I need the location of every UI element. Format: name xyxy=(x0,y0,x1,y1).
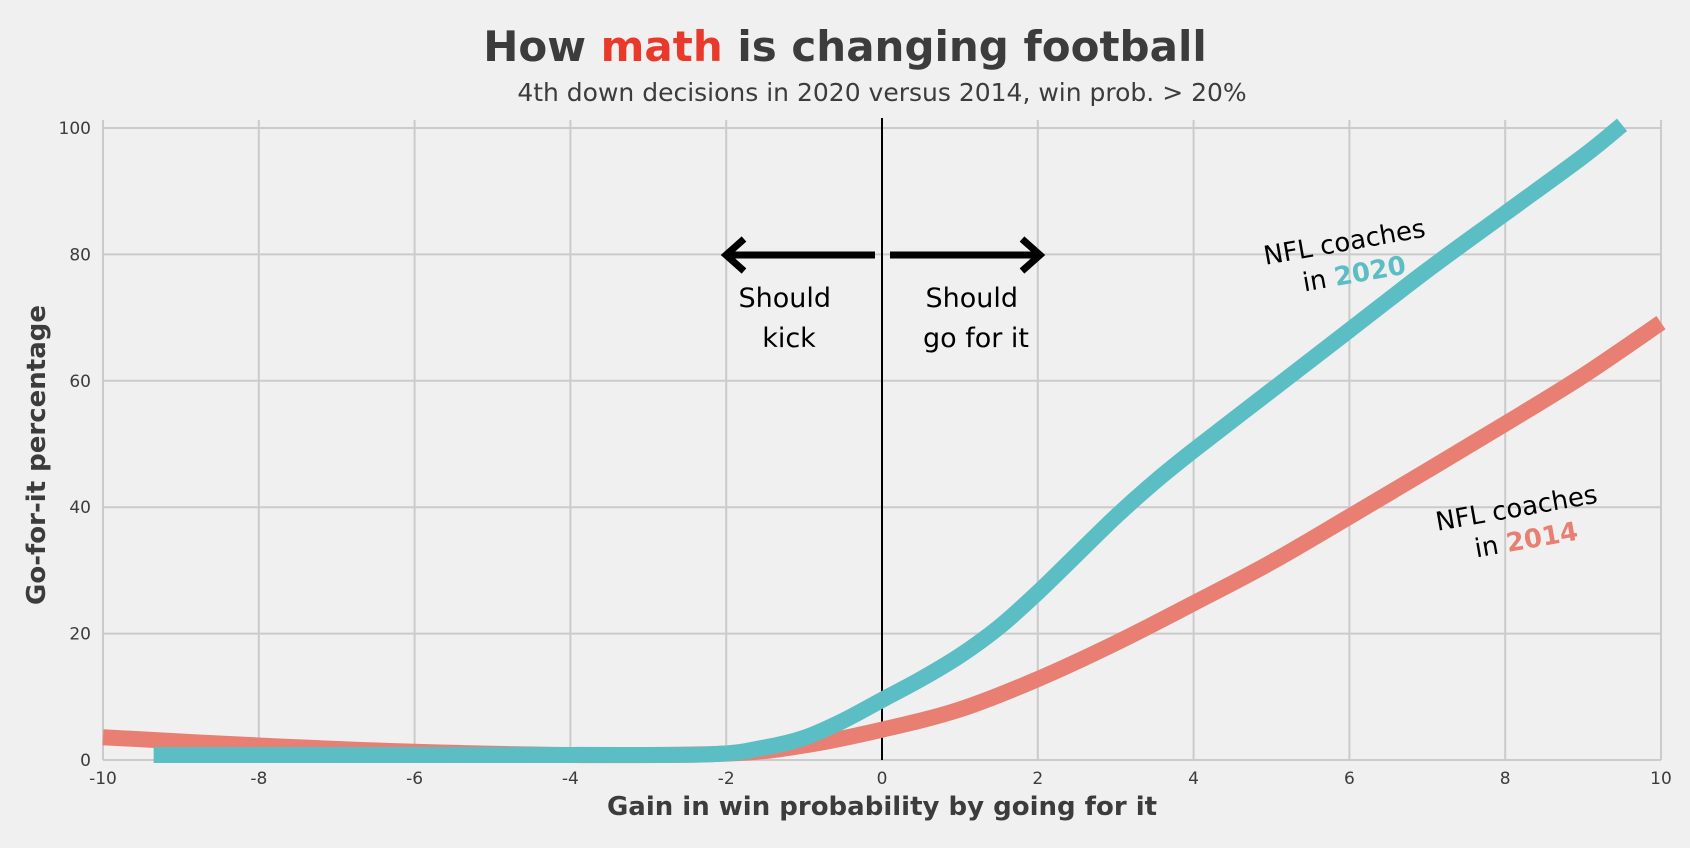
go-arrow xyxy=(890,236,1046,274)
should-kick-annotation: Should kick xyxy=(738,283,839,354)
should-go-annotation: Should go for it xyxy=(923,283,1029,354)
y-tick-label: 60 xyxy=(69,372,91,392)
x-tick-label: -4 xyxy=(562,769,579,789)
y-tick-label: 80 xyxy=(69,245,91,265)
label-2020-in: in xyxy=(1300,263,1337,298)
title-highlight: math xyxy=(601,22,723,71)
x-tick-label: -8 xyxy=(250,769,267,789)
x-tick-label: 6 xyxy=(1344,769,1355,789)
label-2014-in: in xyxy=(1472,529,1509,564)
x-tick-label: -2 xyxy=(718,769,735,789)
y-tick-label: 40 xyxy=(69,498,91,518)
kick-arrow xyxy=(720,236,875,274)
x-tick-label: 2 xyxy=(1032,769,1043,789)
x-tick-label: -10 xyxy=(89,769,117,789)
title-suffix: is changing football xyxy=(723,22,1207,71)
x-tick-label: 0 xyxy=(877,769,888,789)
y-axis-label: Go-for-it percentage xyxy=(22,305,52,605)
x-tick-label: 8 xyxy=(1500,769,1511,789)
x-tick-label: 10 xyxy=(1650,769,1672,789)
series-lines xyxy=(102,118,1666,764)
should-kick-line1: Should xyxy=(738,283,831,314)
y-tick-label: 20 xyxy=(69,625,91,645)
y-tick-label: 0 xyxy=(80,751,91,771)
x-axis-label: Gain in win probability by going for it xyxy=(607,792,1157,822)
y-tick-label: 100 xyxy=(59,119,91,139)
should-go-line1: Should xyxy=(925,283,1018,314)
should-go-line2: go for it xyxy=(923,323,1029,354)
should-kick-line2: kick xyxy=(762,323,816,354)
title-prefix: How xyxy=(483,22,600,71)
series-line-2020 xyxy=(153,118,1628,764)
chart-subtitle: 4th down decisions in 2020 versus 2014, … xyxy=(517,78,1246,107)
label-2020: NFL coaches in 2020 xyxy=(1261,212,1441,304)
chart-title: How math is changing football xyxy=(483,22,1207,71)
label-2014: NFL coaches in 2014 xyxy=(1433,478,1613,570)
x-tick-label: 4 xyxy=(1188,769,1199,789)
x-tick-label: -6 xyxy=(406,769,423,789)
